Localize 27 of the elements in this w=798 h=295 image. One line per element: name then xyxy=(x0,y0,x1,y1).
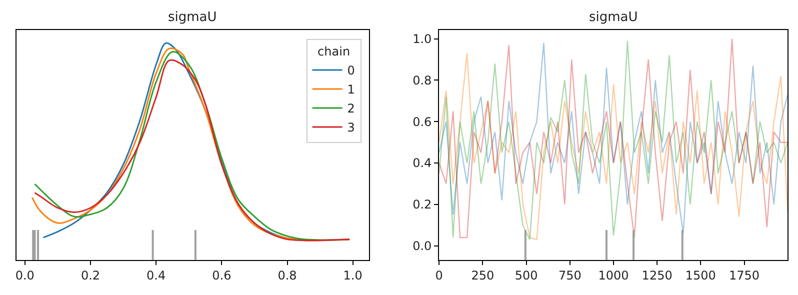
x-tick-label: 250 xyxy=(471,268,494,282)
y-tick-label: 0.6 xyxy=(412,114,432,129)
legend-title: chain xyxy=(318,44,350,59)
x-tick-label: 0 xyxy=(435,268,443,282)
legend-label: 0 xyxy=(347,64,355,78)
legend-label: 2 xyxy=(347,102,355,116)
x-tick-label: 1000 xyxy=(598,268,629,282)
legend-label: 3 xyxy=(347,120,355,135)
x-tick-label: 0.4 xyxy=(146,268,166,282)
legend-label: 1 xyxy=(347,82,355,97)
x-tick-label: 0.6 xyxy=(212,268,232,282)
y-tick-label: 0.8 xyxy=(412,73,432,88)
y-tick-label: 0.0 xyxy=(412,239,432,254)
x-tick-label: 750 xyxy=(558,268,582,282)
y-tick-label: 1.0 xyxy=(412,32,432,46)
x-tick-label: 0.8 xyxy=(278,268,297,282)
chart-title: sigmaU xyxy=(589,10,638,25)
chart-title: sigmaU xyxy=(168,10,217,25)
x-tick-label: 1.0 xyxy=(343,268,362,282)
y-tick-label: 0.2 xyxy=(412,198,432,212)
x-tick-label: 1500 xyxy=(685,268,716,282)
x-tick-label: 0.0 xyxy=(15,268,34,282)
x-tick-label: 1250 xyxy=(642,268,672,282)
x-tick-label: 500 xyxy=(514,268,538,282)
x-tick-label: 1750 xyxy=(728,268,760,282)
x-tick-label: 0.2 xyxy=(80,268,100,282)
y-tick-label: 0.4 xyxy=(412,156,432,170)
